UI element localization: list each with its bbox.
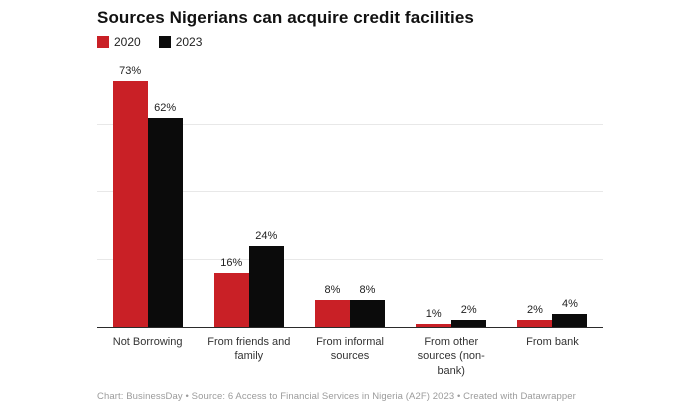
bar-2020-from-friends-and-family: 16%: [213, 257, 249, 327]
bar-2020-from-other-sources-non-bank: 1%: [416, 308, 452, 327]
bar-value-label: 1%: [425, 307, 442, 320]
legend-swatch-2020: [97, 36, 109, 48]
gridline-40: [97, 191, 603, 192]
legend-item-2023: 2023: [158, 35, 203, 49]
bar-groups: 73% 62% 16% 24% 8% 8% 1% 2% 2% 4%: [97, 58, 603, 327]
bar-value-label: 24%: [255, 230, 278, 242]
bars: 8% 8%: [315, 284, 385, 327]
bar-group-not-borrowing: 73% 62%: [97, 58, 198, 327]
plot-area: 73% 62% 16% 24% 8% 8% 1% 2% 2% 4%: [97, 58, 603, 328]
bar-2020-not-borrowing: 73%: [112, 65, 148, 327]
legend-item-2020: 2020: [97, 35, 141, 49]
bars: 16% 24%: [213, 230, 284, 327]
bar-2023-from-friends-and-family: 24%: [248, 230, 284, 327]
bar-2023-not-borrowing: 62%: [147, 102, 183, 327]
bar-group-from-other-sources-non-bank: 1% 2%: [401, 58, 502, 327]
bar-2023-from-informal-sources: 8%: [350, 284, 385, 327]
x-axis-labels: Not Borrowing From friends and family From…: [97, 335, 603, 378]
bar-group-from-bank: 2% 4%: [502, 58, 603, 327]
legend-label-2020: 2020: [114, 35, 141, 49]
bar-2020-from-informal-sources: 8%: [315, 284, 350, 327]
legend-swatch-2023: [158, 36, 171, 48]
bar-2023-from-bank: 4%: [552, 298, 588, 327]
legend-label-2023: 2023: [175, 35, 203, 49]
bar-2020-from-bank: 2%: [517, 304, 553, 327]
bar-value-label: 62%: [154, 101, 177, 114]
category-label-from-informal-sources: From informal sources: [316, 336, 384, 363]
bar-value-label: 2%: [526, 304, 543, 317]
chart-card: Sources Nigerians can acquire credit fac…: [97, 8, 603, 402]
bar-value-label: 73%: [119, 64, 142, 77]
bar-group-from-friends-and-family: 16% 24%: [198, 58, 299, 327]
category-label-not-borrowing: Not Borrowing: [112, 336, 183, 348]
bar-value-label: 8%: [359, 284, 376, 296]
bars: 2% 4%: [517, 298, 588, 327]
gridline-20: [97, 258, 603, 260]
bar-value-label: 16%: [220, 257, 243, 269]
bars: 1% 2%: [416, 304, 487, 327]
bar-group-from-informal-sources: 8% 8%: [299, 58, 400, 327]
chart-title: Sources Nigerians can acquire credit fac…: [97, 8, 474, 27]
bars: 73% 62%: [112, 65, 183, 327]
legend: 2020 2023: [97, 35, 603, 49]
bar-value-label: 8%: [324, 284, 341, 296]
bar-value-label: 2%: [460, 304, 477, 317]
category-label-from-bank: From bank: [526, 336, 579, 348]
bar-value-label: 4%: [561, 297, 578, 310]
category-label-from-friends-and-family: From friends and family: [207, 336, 291, 363]
bar-2023-from-other-sources-non-bank: 2%: [451, 304, 487, 327]
attribution-footer: Chart: BusinessDay • Source: 6 Access to…: [97, 390, 576, 402]
category-label-from-other-sources-non-bank: From other sources (non-bank): [417, 336, 485, 377]
gridline-60: [97, 123, 603, 125]
